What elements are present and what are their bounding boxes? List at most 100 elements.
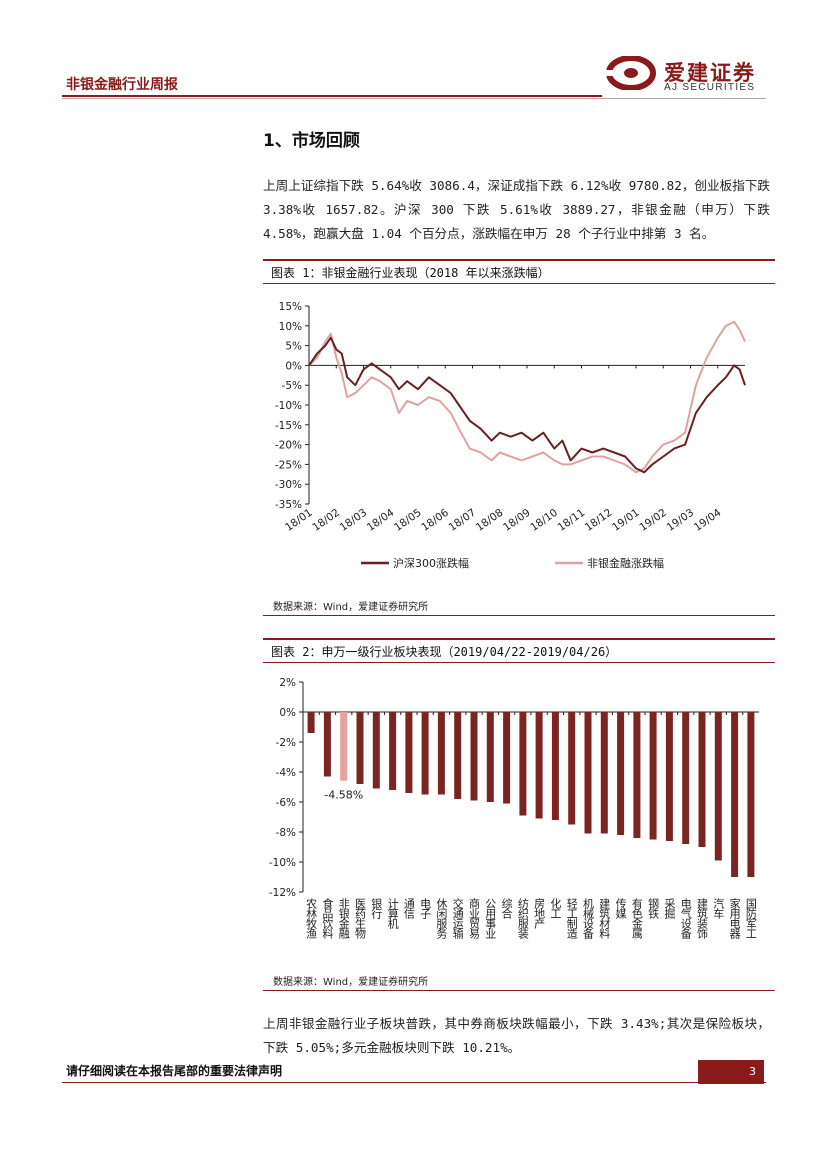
legend-label: 沪深300涨跌幅 [393, 556, 469, 570]
bar [437, 712, 445, 795]
y-tick-label: -2% [276, 737, 296, 749]
category-label: 钢铁 [647, 898, 660, 919]
category-label: 汽车 [712, 897, 725, 920]
y-tick-label: -25% [275, 459, 302, 471]
bar [405, 712, 413, 793]
y-tick-label: 2% [279, 677, 296, 689]
bar [617, 712, 625, 835]
category-label: 轻工制造 [565, 897, 578, 939]
category-label: 建筑材料 [598, 897, 611, 940]
x-tick-label: 18/11 [556, 507, 588, 534]
y-tick-label: -20% [275, 440, 302, 452]
line-chart: 15% 10% 5% 0% -5% -10% -15% -20% -25% -30% -35% 18/… [275, 301, 746, 570]
bar [551, 712, 559, 820]
x-tick-label: 18/05 [392, 507, 424, 534]
figure2-source: 数据来源：Wind，爱建证券研究所 [263, 966, 775, 991]
bar [584, 712, 592, 834]
brand-name-en: AJ SECURITIES [664, 82, 756, 93]
category-label: 医药生物 [354, 898, 367, 939]
series-line-hs300 [308, 336, 746, 474]
y-tick-label: -5% [282, 380, 302, 392]
bar [665, 712, 673, 841]
brand-name-cn: 爱建证券 [664, 60, 756, 85]
category-label: 食品饮料 [321, 897, 334, 940]
bar [633, 712, 641, 838]
x-tick-label: 18/06 [419, 506, 451, 533]
bar [454, 712, 462, 799]
legend-label: 非银金融涨跌幅 [587, 556, 664, 570]
y-tick-label: 0% [285, 360, 302, 372]
y-tick-label: -15% [275, 420, 302, 432]
bar [389, 712, 397, 790]
category-label: 化工 [549, 897, 562, 918]
category-label: 银行 [370, 897, 383, 920]
bar [372, 712, 380, 789]
y-tick-label: -10% [275, 400, 302, 412]
footer-rule [62, 1082, 766, 1083]
category-label: 电气设备 [679, 898, 692, 940]
header-rule-thin [62, 98, 766, 99]
category-label: 交通运输 [451, 897, 464, 940]
x-tick-label: 18/03 [338, 507, 370, 534]
x-tick-label: 19/03 [665, 507, 697, 534]
y-tick-label: -8% [276, 827, 296, 839]
x-tick-label: 18/12 [583, 507, 615, 534]
bar [486, 712, 494, 802]
y-tick-label: -6% [276, 797, 296, 809]
highlight-annotation: -4.58% [324, 789, 363, 802]
bar [356, 712, 364, 784]
y-tick-label: -35% [275, 499, 302, 511]
category-label: 计算机 [386, 898, 399, 929]
x-tick-label: 18/07 [447, 507, 479, 534]
category-label: 非银金融 [337, 898, 350, 940]
category-label: 传媒 [614, 898, 627, 920]
header-rule [62, 95, 602, 97]
bar [503, 712, 511, 804]
x-tick-label: 19/02 [637, 507, 669, 534]
report-title: 非银金融行业周报 [66, 77, 178, 93]
series-line-nonbank [308, 320, 746, 474]
category-label: 农林牧渔 [305, 897, 318, 940]
bar [747, 712, 755, 877]
bar [470, 712, 478, 801]
y-tick-label: -12% [269, 887, 296, 899]
market-review-paragraph: 上周上证综指下跌 5.64%收 3086.4，深证成指下跌 6.12%收 978… [263, 178, 770, 241]
x-tick-label: 18/02 [310, 507, 342, 534]
figure1-title-bar: 图表 1：非银金融行业表现（2018 年以来涨跌幅） [263, 259, 775, 284]
category-label: 房地产 [533, 898, 546, 930]
category-label: 通信 [402, 898, 415, 920]
category-label: 国防军工 [744, 898, 757, 938]
category-label: 公用事业 [484, 898, 497, 938]
category-label: 休闲服务 [435, 898, 448, 939]
figure1-source-text: 数据来源：Wind，爱建证券研究所 [273, 602, 429, 613]
y-tick-label: 10% [279, 321, 302, 333]
category-label: 机械设备 [582, 897, 595, 940]
y-tick-label: 5% [285, 341, 302, 353]
bar-highlight [340, 712, 348, 781]
x-tick-label: 18/09 [501, 507, 533, 534]
bar [714, 712, 722, 861]
y-tick-label: -30% [275, 479, 302, 491]
page-number: 3 [749, 1065, 756, 1078]
bar [698, 712, 706, 847]
x-tick-label: 18/10 [528, 507, 560, 534]
bar [731, 712, 739, 877]
bar [307, 712, 315, 733]
figure1-title: 图表 1：非银金融行业表现（2018 年以来涨跌幅） [271, 266, 550, 280]
y-tick-label: -10% [269, 857, 296, 869]
category-label: 纺织服装 [516, 897, 529, 940]
y-tick-label: 0% [279, 707, 296, 719]
brand-logo-icon [606, 56, 656, 90]
figure2-title: 图表 2：申万一级行业板块表现（2019/04/22-2019/04/26） [271, 645, 618, 659]
bar [421, 712, 429, 795]
bar [519, 712, 527, 816]
category-label: 建筑装饰 [696, 897, 709, 939]
x-tick-label: 19/01 [610, 507, 642, 534]
bar [568, 712, 576, 825]
category-label: 采掘 [663, 898, 676, 920]
category-label: 电子 [419, 898, 432, 919]
subsector-paragraph: 上周非银金融行业子板块普跌，其中券商板块跌幅最小，下跌 3.43%;其次是保险板… [263, 1016, 770, 1055]
x-tick-label: 18/08 [474, 507, 506, 534]
x-tick-label: 18/04 [365, 506, 397, 533]
footer-disclaimer: 请仔细阅读在本报告尾部的重要法律声明 [66, 1064, 283, 1078]
